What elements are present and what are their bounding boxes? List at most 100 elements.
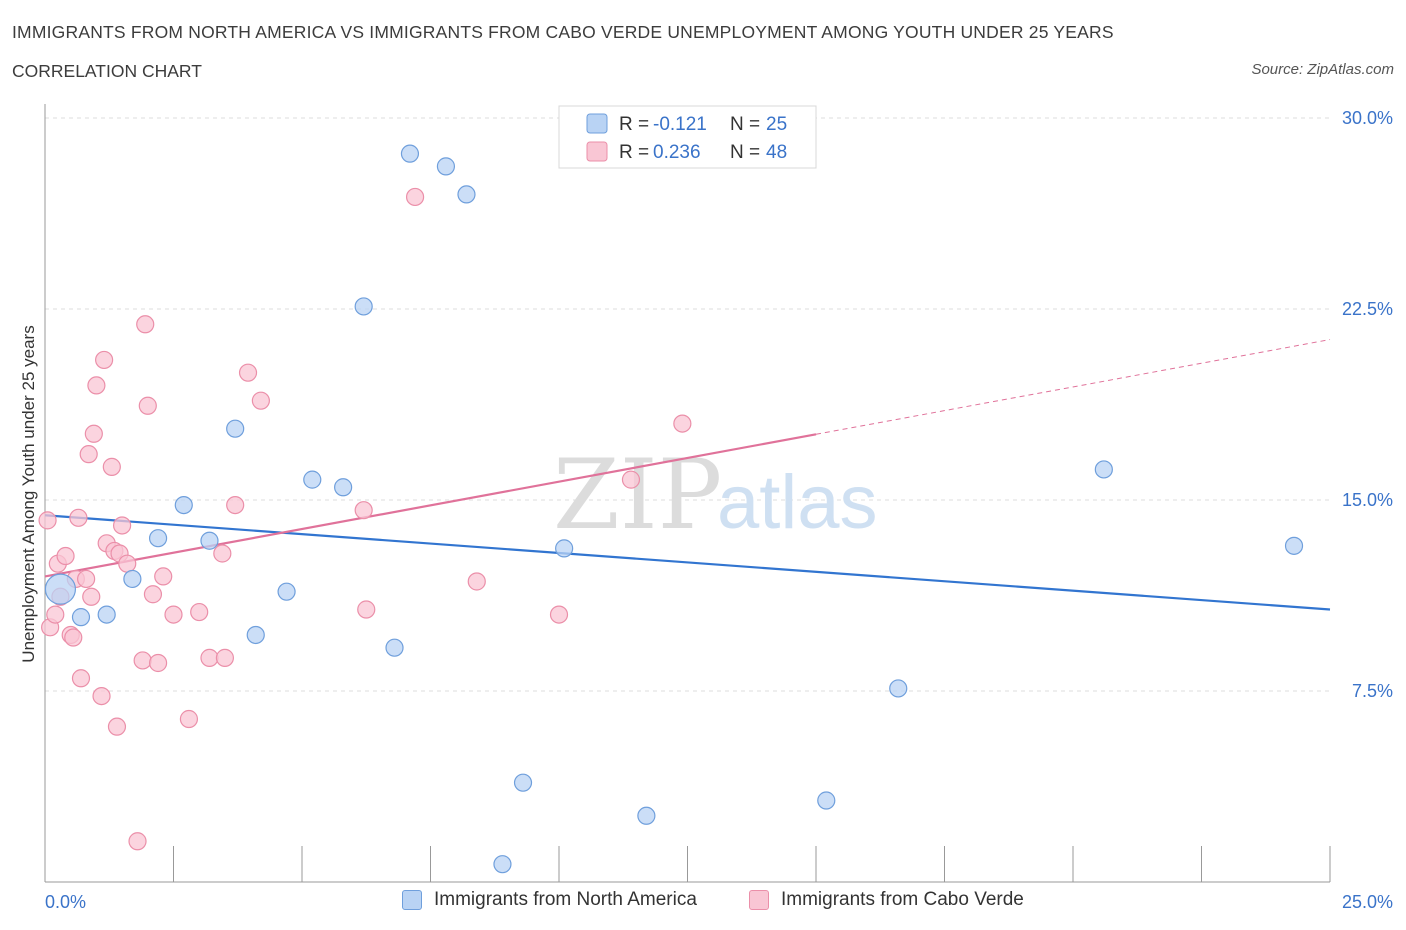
- point-pink-32: [164, 605, 183, 624]
- point-blue-14: [400, 144, 420, 163]
- point-pink-35: [200, 648, 219, 667]
- point-blue-0: [44, 573, 77, 605]
- point-pink-14: [84, 424, 103, 443]
- chart-title: IMMIGRANTS FROM NORTH AMERICA VS IMMIGRA…: [12, 22, 1114, 42]
- point-blue-4: [148, 529, 168, 548]
- legend-item-cabo-verde: Immigrants from Cabo Verde: [749, 889, 1024, 911]
- point-pink-36: [213, 544, 232, 563]
- legend-n-value-1: 25: [766, 114, 787, 135]
- point-pink-24: [118, 554, 137, 573]
- axes: [44, 104, 1331, 883]
- point-pink-9: [69, 508, 88, 527]
- point-pink-29: [143, 585, 163, 604]
- point-pink-39: [238, 363, 258, 382]
- point-pink-13: [82, 587, 101, 606]
- point-blue-20: [637, 806, 656, 825]
- point-pink-23: [112, 516, 132, 535]
- point-pink-45: [549, 605, 569, 624]
- point-blue-16: [457, 185, 476, 204]
- point-pink-21: [107, 717, 127, 736]
- series-north-america: [44, 144, 1304, 874]
- legend-r-value-2: 0.236: [653, 142, 701, 163]
- point-blue-15: [436, 157, 456, 176]
- legend-label-north-america: Immigrants from North America: [434, 889, 697, 910]
- x-tick-label-0: 0.0%: [45, 892, 86, 912]
- point-blue-10: [303, 470, 322, 489]
- legend-r-value-1: -0.121: [653, 114, 707, 135]
- point-pink-30: [148, 653, 168, 673]
- legend-swatch-blue: [586, 113, 608, 134]
- point-blue-7: [226, 419, 245, 438]
- point-pink-34: [190, 602, 209, 622]
- source-credit: Source: ZipAtlas.com: [1251, 61, 1394, 78]
- point-blue-11: [334, 478, 353, 497]
- point-blue-12: [354, 297, 373, 316]
- point-blue-6: [200, 531, 219, 550]
- point-blue-21: [817, 791, 836, 810]
- watermark-atlas: atlas: [717, 460, 878, 545]
- point-pink-0: [38, 511, 57, 530]
- point-blue-2: [97, 605, 116, 624]
- point-pink-31: [154, 567, 173, 586]
- point-pink-38: [226, 495, 245, 515]
- legend-swatch-north-america: [402, 890, 422, 910]
- point-pink-17: [95, 350, 114, 370]
- chart-subtitle: CORRELATION CHART: [12, 61, 202, 81]
- point-blue-17: [493, 855, 512, 874]
- point-blue-24: [1284, 536, 1304, 555]
- y-tick-label-3: 30.0%: [1342, 108, 1393, 128]
- point-blue-13: [385, 638, 404, 657]
- legend-swatch-cabo-verde: [749, 890, 769, 910]
- point-pink-42: [357, 600, 376, 619]
- point-pink-41: [354, 501, 373, 520]
- legend-label-cabo-verde: Immigrants from Cabo Verde: [781, 889, 1024, 910]
- point-blue-19: [555, 539, 574, 558]
- point-blue-9: [277, 582, 296, 601]
- x-tick-label-1: 25.0%: [1342, 892, 1393, 912]
- point-pink-40: [251, 391, 270, 410]
- legend-n-value-2: 48: [766, 142, 787, 163]
- trend-line-pink: [44, 433, 817, 578]
- gridlines: [45, 117, 1330, 692]
- point-pink-47: [673, 414, 692, 433]
- point-pink-7: [64, 628, 83, 647]
- point-blue-18: [513, 773, 533, 792]
- y-tick-label-0: 7.5%: [1352, 681, 1393, 701]
- trend-line-pink-extrapolated: [815, 339, 1331, 435]
- point-pink-43: [405, 187, 425, 207]
- point-pink-11: [77, 569, 96, 589]
- point-pink-19: [102, 457, 121, 476]
- point-pink-2: [46, 605, 65, 624]
- legend-r-label-1: R =: [619, 114, 649, 135]
- point-blue-8: [246, 625, 265, 645]
- legend-item-north-america: Immigrants from North America: [402, 889, 697, 911]
- point-pink-5: [56, 546, 75, 566]
- point-pink-37: [215, 648, 234, 667]
- tick-labels: 7.5% 15.0% 22.5% 30.0% 0.0% 25.0%: [45, 108, 1393, 912]
- point-blue-5: [174, 495, 193, 515]
- point-pink-25: [128, 832, 147, 851]
- legend-r-label-2: R =: [619, 142, 649, 163]
- point-blue-23: [1094, 460, 1113, 479]
- point-pink-16: [92, 686, 111, 706]
- point-blue-3: [123, 569, 142, 589]
- point-blue-1: [71, 608, 91, 627]
- point-blue-22: [889, 679, 908, 698]
- point-pink-27: [136, 315, 155, 334]
- trend-line-blue: [44, 514, 1331, 611]
- stats-legend: R = -0.121 N = 25 R = 0.236 N = 48: [558, 105, 817, 169]
- legend-n-label-1: N =: [730, 114, 760, 135]
- point-pink-26: [133, 651, 152, 670]
- point-pink-44: [467, 572, 486, 591]
- series-cabo-verde: [38, 187, 692, 851]
- point-pink-46: [621, 470, 641, 489]
- legend-n-label-2: N =: [730, 142, 760, 163]
- point-pink-10: [71, 669, 91, 688]
- point-pink-28: [138, 396, 157, 415]
- trend-lines: [44, 339, 1331, 611]
- y-tick-label-1: 15.0%: [1342, 490, 1393, 510]
- legend-swatch-pink: [586, 141, 608, 162]
- y-axis-label: Unemployment Among Youth under 25 years: [19, 325, 38, 662]
- point-pink-12: [79, 445, 98, 464]
